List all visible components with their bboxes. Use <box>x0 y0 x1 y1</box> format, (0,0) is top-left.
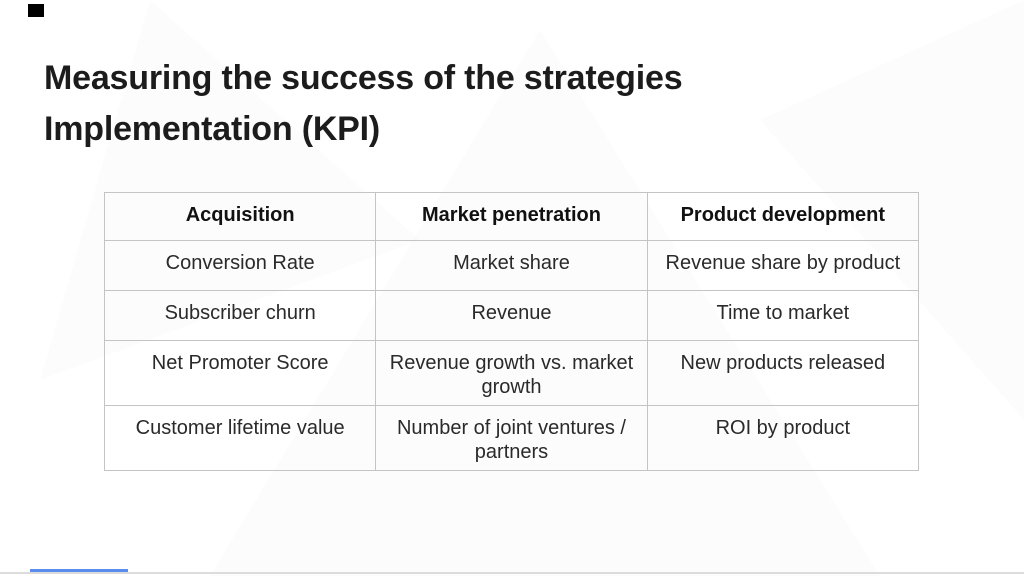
table-cell: Customer lifetime value <box>103 405 377 471</box>
table-cell: Revenue share by product <box>646 240 920 291</box>
bottom-edge-line <box>0 572 1024 574</box>
page-title-line-2: Implementation (KPI) <box>44 110 381 148</box>
table-cell: Revenue <box>375 290 648 341</box>
kpi-table: Acquisition Market penetration Product d… <box>103 192 920 471</box>
table-header-cell-market-penetration: Market penetration <box>375 192 648 241</box>
table-cell: Market share <box>375 240 648 291</box>
table-header-cell-acquisition: Acquisition <box>103 192 377 241</box>
table-cell: Subscriber churn <box>103 290 377 341</box>
table-row: Net Promoter Score Revenue growth vs. ma… <box>103 340 920 406</box>
table-row: Subscriber churn Revenue Time to market <box>103 290 920 341</box>
table-cell: Revenue growth vs. market growth <box>375 340 648 406</box>
black-square-marker <box>28 4 44 17</box>
page-title-line-1: Measuring the success of the strategies <box>44 59 683 97</box>
table-cell: Conversion Rate <box>103 240 377 291</box>
table-cell: New products released <box>646 340 920 406</box>
table-header-cell-product-development: Product development <box>646 192 920 241</box>
table-row: Conversion Rate Market share Revenue sha… <box>103 240 920 291</box>
table-cell: Time to market <box>646 290 920 341</box>
page-title: Measuring the success of the strategies … <box>44 53 683 155</box>
table-cell: Net Promoter Score <box>103 340 377 406</box>
table-row: Customer lifetime value Number of joint … <box>103 405 920 471</box>
table-cell: ROI by product <box>646 405 920 471</box>
table-cell: Number of joint ventures / partners <box>375 405 648 471</box>
blue-line-marker <box>30 569 128 572</box>
table-header-row: Acquisition Market penetration Product d… <box>103 192 920 241</box>
